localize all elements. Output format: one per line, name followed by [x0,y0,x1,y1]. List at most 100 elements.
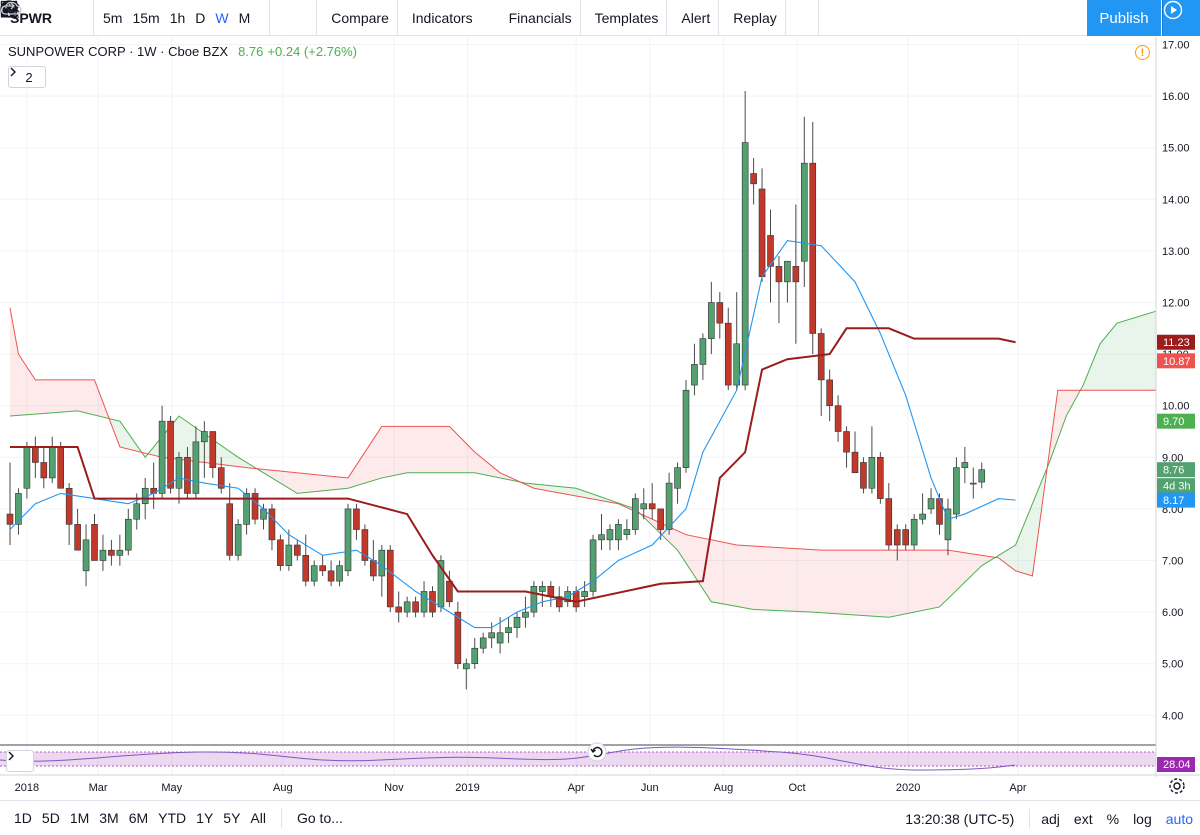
candle-body [319,565,326,572]
cloud-segment [795,548,801,612]
log-toggle[interactable]: log [1133,810,1152,827]
cloud-segment [419,426,425,473]
cloud-segment [808,549,813,613]
range-group: 1D 5D 1M 3M 6M YTD 1Y 5Y All [0,810,271,826]
expand-pane-button[interactable] [6,750,34,772]
percent-toggle[interactable]: % [1106,810,1120,827]
cloud-segment [115,420,120,447]
cloud-segment [1112,323,1117,391]
cloud-segment [301,473,306,493]
rsi-badge-label: 28.04 [1163,759,1191,771]
range-ytd[interactable]: YTD [158,810,187,826]
candle-body [775,266,783,283]
range-6m[interactable]: 6M [128,810,149,826]
cloud-icon[interactable] [0,0,859,36]
goto-button[interactable]: Go to... [296,810,343,826]
range-5y[interactable]: 5Y [223,810,241,826]
cloud-segment [740,545,746,608]
cloud-segment [326,475,332,491]
cloud-segment [246,462,251,469]
warning-icon[interactable]: ! [1135,45,1150,60]
cloud-segment [1138,315,1143,391]
cloud-segment [762,546,767,611]
legend-collapse-button[interactable]: 2 [8,66,46,88]
symbol-search[interactable]: SPWR [10,9,52,26]
range-5d[interactable]: 5D [41,810,60,826]
candle-body [184,456,191,494]
cloud-segment [43,379,49,414]
cloud-segment [1002,550,1008,565]
candle-body [496,632,504,644]
time-tick-label: Nov [384,782,404,794]
cloud-segment [669,526,674,547]
indicators-label: Indicators [411,9,473,26]
chart-legend: SUNPOWER CORP · 1W · Cboe BZX 8.76 +0.24… [8,44,357,59]
price-axis [1156,37,1200,777]
range-1m[interactable]: 1M [69,810,90,826]
play-circle-icon[interactable] [1162,0,1200,36]
cloud-segment [1133,316,1139,391]
range-1d[interactable]: 1D [14,810,32,826]
candle-body [74,524,81,551]
interval-5m[interactable]: 5m [103,9,123,26]
cloud-segment [360,452,365,485]
auto-toggle[interactable]: auto [1165,810,1193,827]
cloud-segment [483,459,488,476]
adj-toggle[interactable]: adj [1041,810,1060,827]
time-tick-label: Aug [273,782,293,794]
range-all[interactable]: All [250,810,266,826]
candle-body [539,585,546,592]
interval-1h[interactable]: 1h [169,9,186,26]
cloud-segment [402,426,408,474]
publish-button[interactable]: Publish [1087,0,1161,36]
time-tick-label: 2018 [15,782,39,794]
clock[interactable]: 13:20:38 (UTC-5) [905,810,1015,827]
cloud-segment [719,541,725,605]
cloud-segment [1150,311,1155,391]
candle-body [48,446,56,479]
cloud-segment [1007,547,1012,568]
time-tick-label: May [161,782,182,794]
interval-15m[interactable]: 15m [132,9,160,26]
cloud-segment [766,546,771,611]
cloud-segment [487,462,492,477]
candle-body [800,162,808,262]
cloud-segment [909,550,915,613]
cloud-segment [867,550,872,617]
range-3m[interactable]: 3M [99,810,119,826]
cloud-segment [31,373,36,415]
candle-body [581,591,588,597]
reset-chart-icon[interactable] [587,742,611,766]
interval-d[interactable]: D [195,9,206,26]
candle-body [175,456,183,489]
cloud-segment [428,426,433,473]
cloud-segment [931,550,936,609]
candle-body [623,529,631,535]
candle-body [395,606,403,613]
ext-toggle[interactable]: ext [1073,810,1093,827]
cloud-segment [1129,317,1134,391]
cloud-segment [77,379,82,412]
range-1y[interactable]: 1Y [196,810,214,826]
candle-body [631,498,639,530]
candle-body [927,498,935,510]
interval-m[interactable]: M [238,9,251,26]
cloud-segment [1028,503,1033,576]
cloud-segment [757,546,763,610]
cloud-segment [280,471,285,486]
interval-w[interactable]: W [215,9,229,26]
gear-icon[interactable] [1168,777,1190,799]
templates-label: Templates [594,9,659,26]
cloud-segment [842,550,847,615]
cloud-segment [778,547,784,611]
price-badge-label: 4d 3h [1163,481,1191,493]
cloud-segment [922,550,927,611]
cloud-segment [132,439,137,452]
price-chart[interactable]: 17.0016.0015.0014.0013.0012.0011.0010.00… [0,0,1200,800]
cloud-segment [318,474,323,492]
price-badge [1157,492,1195,508]
cloud-segment [935,550,940,608]
cloud-segment [348,471,353,489]
cloud-segment [26,367,32,415]
candle-body [547,585,555,597]
